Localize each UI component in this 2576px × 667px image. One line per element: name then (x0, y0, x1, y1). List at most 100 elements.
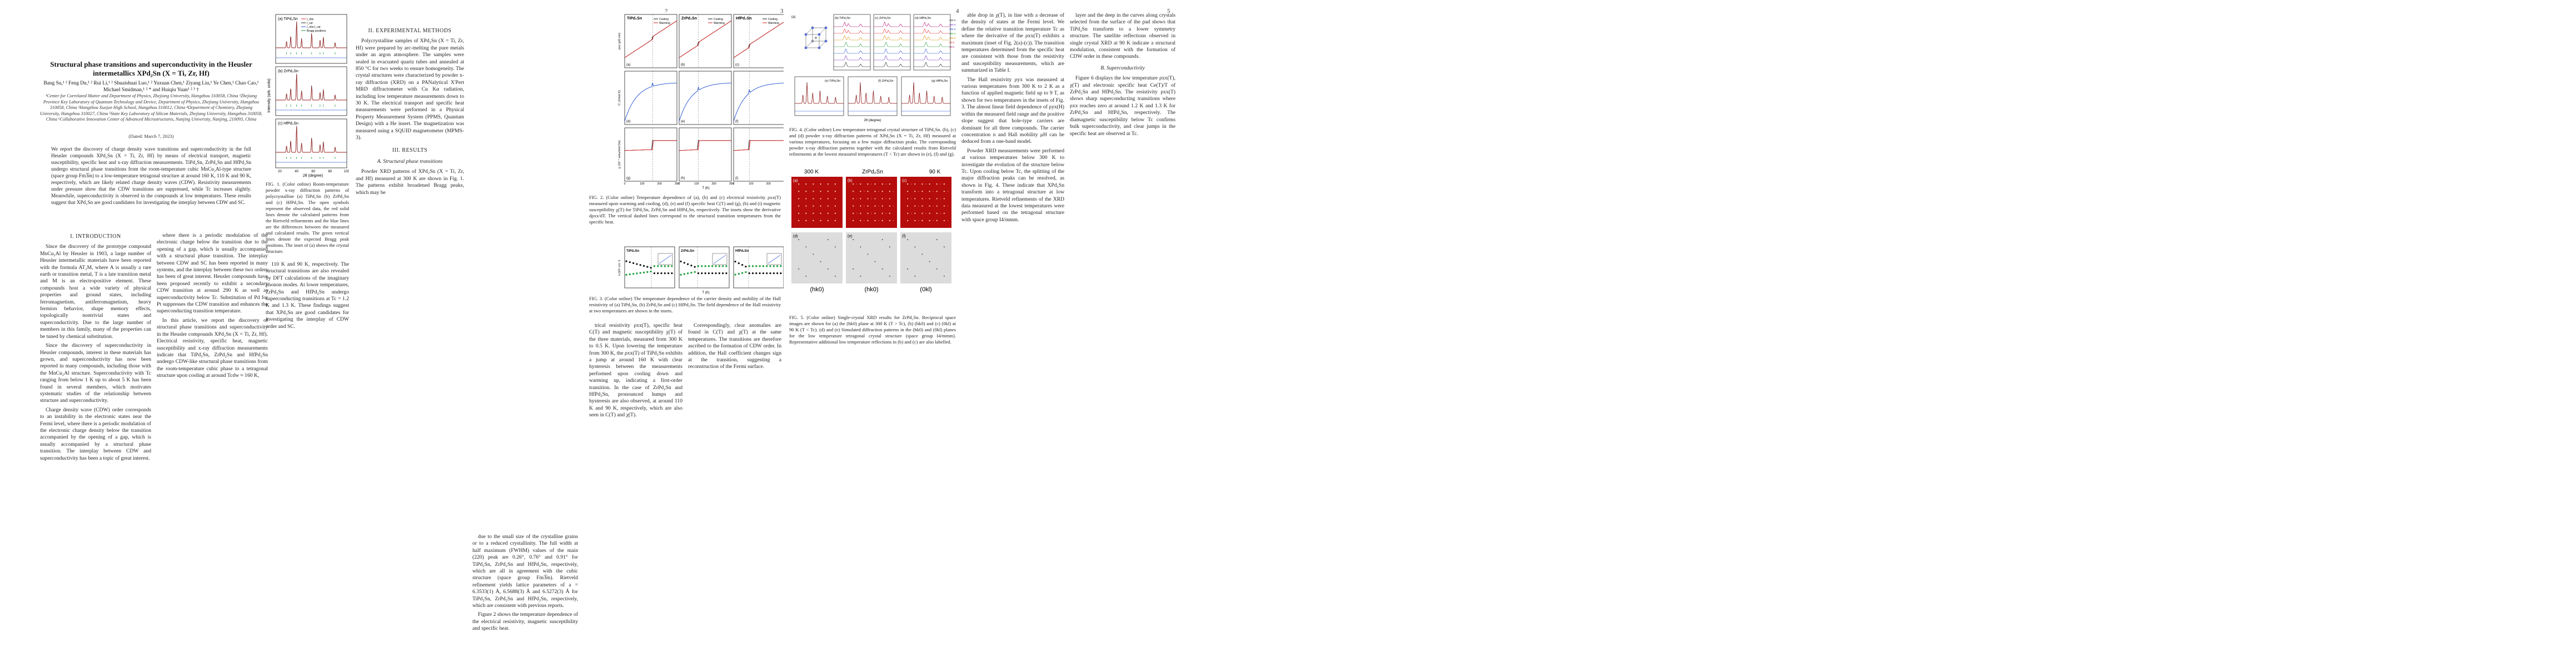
fig5-bragg-spot (936, 220, 938, 221)
fig4-xrd-trace (874, 28, 910, 34)
fig5-bragg-spot (798, 220, 800, 221)
fig3-ylabel-left: n (10²¹ cm⁻³) (618, 260, 621, 276)
fig5-panel-label: (b) (848, 179, 853, 183)
fig5-bragg-spot (798, 198, 800, 200)
fig3-mobility-point (780, 265, 782, 267)
fig5-simulated-spot (881, 239, 883, 241)
fig5-simulated-spot (929, 261, 930, 262)
fig2-warming-curve (733, 140, 786, 151)
fig4-panel-label: (b) TiPd₂Sn (835, 17, 850, 20)
fig2-xtick: 0 (733, 182, 735, 186)
fig3-mobility-point (664, 265, 666, 267)
fig5-bragg-spot (827, 212, 829, 214)
page3-col2: able drop in χ(T), in line with a decrea… (961, 12, 1064, 226)
fig4-xrd-trace (874, 35, 910, 41)
fig3-density-point (687, 263, 689, 265)
fig5-bragg-spot (881, 198, 883, 200)
fig1-xtick: 60 (311, 170, 315, 173)
fig2-legend-label: Cooling (659, 18, 669, 21)
fig5-bragg-spot (914, 205, 916, 207)
fig4-xrd-trace (914, 28, 950, 34)
fig5-bragg-spot (827, 205, 829, 207)
fig5-bragg-spot (798, 205, 800, 207)
fig5-simulated-spot (921, 253, 923, 255)
fig5-bragg-spot (907, 198, 909, 200)
fig5-bragg-spot (860, 183, 861, 185)
fig5-bragg-spot (914, 220, 916, 221)
fig5-bragg-spot (874, 205, 876, 207)
fig3-density-point (704, 272, 706, 275)
fig3-mobility-point (683, 273, 685, 275)
fig5-bragg-spot (874, 198, 876, 200)
fig5-bragg-spot (834, 205, 836, 207)
fig1-panel-frame (275, 118, 347, 168)
fig3-density-point (653, 272, 655, 275)
fig5-bragg-spot (827, 198, 829, 200)
fig2-specific-heat-curve (624, 82, 677, 122)
fig5-bragg-spot (881, 220, 883, 221)
fig2-panel-letter: (a) (626, 63, 630, 67)
page3-col2-paragraph-3: Powder XRD measurements were performed a… (961, 147, 1064, 223)
fig4-xrd-frame (913, 14, 951, 71)
fig3-mobility-point (671, 265, 673, 267)
fig5-bragg-spot (929, 183, 930, 185)
figure-1-plot: (a) TiPd₂Sn(b) ZrPd₂Sn(c) HfPd₂SnI_obsI_… (267, 14, 350, 178)
fig5-bragg-spot (936, 212, 938, 214)
methods-heading: II. EXPERIMENTAL METHODS (368, 28, 452, 34)
fig5-plane-label: (hk0) (864, 286, 878, 293)
fig5-satellite-spot (893, 191, 894, 192)
fig3-mobility-point (741, 272, 744, 274)
results-paragraph-1: Powder XRD patterns of XPd₂Sn (X = Ti, Z… (356, 168, 464, 196)
fig3-mobility-point (738, 273, 740, 275)
fig3-mobility-point (690, 272, 692, 274)
fig2-panel-frame (624, 71, 677, 125)
fig5-bragg-spot (889, 183, 890, 185)
figure-3: TiPd₂Sn ZrPd₂Sn HfPd₂Sn n (10²¹ cm⁻³) T (K) (617, 245, 784, 295)
fig5-plane-label: (hk0) (810, 286, 824, 293)
fig3-mobility-point (657, 265, 659, 267)
fig1-panel-label: (c) HfPd₂Sn (278, 122, 298, 126)
fig5-bragg-spot (929, 191, 930, 192)
fig3-mobility-point (697, 265, 699, 267)
fig5-simulated-spot (827, 268, 829, 270)
fig5-bragg-spot (853, 220, 854, 221)
fig3-density-point (625, 260, 627, 262)
fig5-bragg-spot (921, 198, 923, 200)
fig3-mobility-point (701, 265, 703, 267)
fig4-xrd-trace (834, 42, 870, 47)
page-number-3: 3 (780, 8, 784, 14)
fig2-legend-label: Warming (659, 22, 670, 25)
fig4-cal-line (901, 82, 950, 104)
fig5-satellite-spot (940, 183, 941, 185)
figure-4: (a) (b) TiPd₂Sn (c) ZrPd₂Sn (d) HfPd₂Sn 300 … (789, 12, 956, 123)
fig1-xtick: 100 (344, 170, 349, 173)
fig5-simulated-spot (798, 239, 800, 241)
fig3-mobility-point (745, 271, 747, 273)
fig5-simulated-spot (827, 239, 829, 241)
fig5-panel-label: (d) (793, 235, 798, 238)
fig5-bragg-spot (867, 198, 869, 200)
fig5-bragg-spot (827, 183, 829, 185)
fig5-satellite-spot (918, 220, 919, 221)
fig3-density-point (773, 272, 775, 275)
figure-3-plot: TiPd₂Sn ZrPd₂Sn HfPd₂Sn n (10²¹ cm⁻³) T (K) (618, 246, 784, 295)
fig5-simulated-spot (936, 239, 938, 241)
fig2-panel-letter: (g) (626, 177, 630, 180)
fig4-panel-label: (c) ZrPd₂Sn (875, 17, 891, 20)
fig3-xlabel: T (K) (702, 291, 709, 295)
fig5-bragg-spot (820, 183, 821, 185)
fig3-density-point (683, 262, 685, 264)
fig2-legend-label: Cooling (714, 18, 723, 21)
fig4-atom (811, 26, 814, 29)
fig3-mobility-point (748, 265, 750, 267)
fig5-bragg-spot (860, 220, 861, 221)
fig5-bragg-spot (820, 205, 821, 207)
fig5-bragg-spot (860, 198, 861, 200)
fig3-mobility-point (629, 273, 631, 276)
fig3-mobility-point (715, 265, 717, 267)
fig3-mobility-point (718, 265, 720, 267)
fig5-bragg-spot (867, 191, 869, 192)
fig2-column-title: HfPd₂Sn (736, 17, 751, 21)
fig4-temp-label: 50 K (949, 41, 954, 44)
fig2-xtick: 100 (749, 182, 754, 186)
